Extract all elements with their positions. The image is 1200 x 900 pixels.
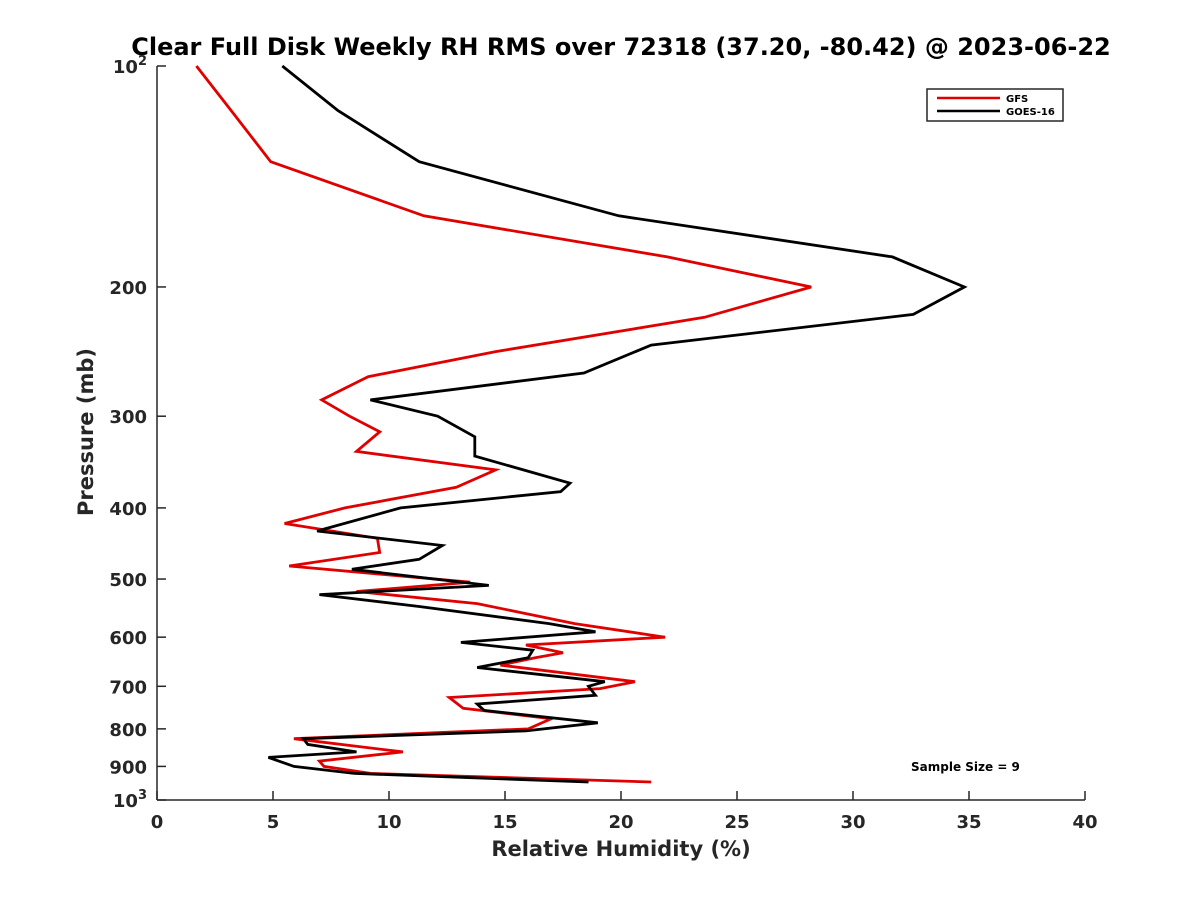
- x-tick-label: 35: [956, 812, 981, 833]
- y-tick-label: 900: [109, 757, 147, 778]
- y-tick-label: 103: [113, 788, 147, 812]
- x-tick-label: 40: [1072, 812, 1097, 833]
- series-line-goes16: [267, 64, 968, 784]
- plot-axes: 0 5 10 15 20 25 30 35 40 102 200 300 400 500 600 700 800…: [109, 54, 1097, 833]
- x-tick-label: 20: [608, 812, 633, 833]
- x-tick-label: 15: [492, 812, 517, 833]
- y-axis-label: Pressure (mb): [74, 348, 98, 516]
- x-tick-label: 0: [151, 812, 164, 833]
- legend-box: [926, 88, 1064, 122]
- legend-label-gfs: GFS: [1006, 94, 1028, 105]
- series-layer: [195, 64, 968, 784]
- legend-label-goes16: GOES-16: [1006, 107, 1055, 118]
- x-tick-label: 30: [840, 812, 865, 833]
- y-tick-label: 700: [109, 677, 147, 698]
- x-tick-label: 5: [267, 812, 280, 833]
- x-tick-label: 25: [724, 812, 749, 833]
- y-tick-label: 300: [109, 407, 147, 428]
- y-tick-label: 600: [109, 628, 147, 649]
- chart-title: Clear Full Disk Weekly RH RMS over 72318…: [131, 33, 1111, 61]
- legend: GFS GOES-16: [926, 88, 1064, 122]
- x-axis-label: Relative Humidity (%): [491, 837, 750, 861]
- sample-size-annotation: Sample Size = 9: [911, 760, 1020, 774]
- y-tick-label: 800: [109, 720, 147, 741]
- y-tick-label: 500: [109, 570, 147, 591]
- series-line-gfs: [195, 65, 812, 784]
- y-tick-label: 400: [109, 499, 147, 520]
- y-tick-label: 102: [113, 54, 147, 78]
- x-tick-label: 10: [376, 812, 401, 833]
- y-tick-label: 200: [109, 278, 147, 299]
